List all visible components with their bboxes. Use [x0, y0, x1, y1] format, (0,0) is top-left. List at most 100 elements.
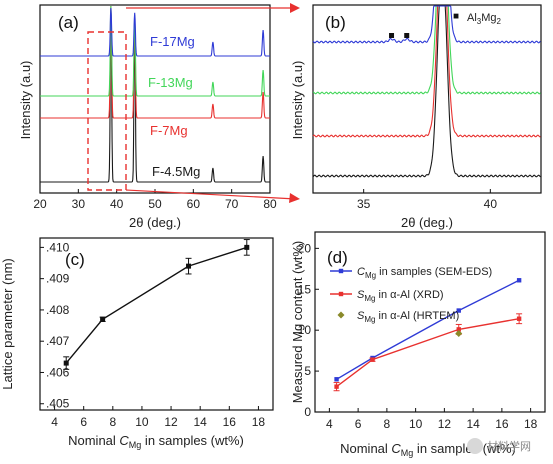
- panel-b-phase-marker: [389, 33, 395, 38]
- panel-d-point: [456, 327, 461, 332]
- panel-c-point: [63, 360, 69, 366]
- watermark: 材料学网: [467, 438, 531, 454]
- panel-a-curve-F-7Mg: [40, 5, 270, 119]
- panel-d-point: [516, 316, 522, 321]
- panel-c-x-tick-label: 10: [135, 415, 149, 429]
- panel-d-x-tick-label: 14: [466, 417, 480, 431]
- panel-a-x-tick-label: 40: [110, 197, 124, 211]
- panel-b-xlabel: 2θ (deg.): [401, 215, 453, 230]
- panel-b: (b) 35 40 2θ (deg.) Intensity (a.u) ■ Al3…: [290, 4, 542, 230]
- panel-d-legend-label: SMg in α-Al (HRTEM): [357, 310, 459, 324]
- panel-d-point: [516, 278, 522, 283]
- panel-d-x-tick-label: 16: [495, 417, 509, 431]
- panel-c-frame: [39, 237, 274, 411]
- panel-d-xlabel: Nominal CMg in samples (wt%): [340, 441, 516, 458]
- panel-d-ylabel: Measured Mg content (wt%): [290, 241, 305, 404]
- panel-a-curve-F-4.5Mg: [40, 9, 270, 183]
- panel-d-legend-marker: [338, 268, 344, 274]
- watermark-text: 材料学网: [487, 439, 531, 453]
- panel-d-point: [455, 329, 463, 337]
- panel-d-plot: [333, 278, 523, 392]
- panel-b-curves: [312, 5, 541, 178]
- panel-c-point: [186, 263, 192, 269]
- panel-d-x-tick-label: 18: [524, 417, 538, 431]
- panel-a-curves: [40, 5, 270, 183]
- panel-a-curve-F-13Mg: [40, 5, 270, 97]
- watermark-logo-icon: [467, 438, 483, 454]
- panel-c-plot: [63, 239, 250, 370]
- panel-b-curve: [312, 5, 541, 44]
- panel-a-x-tick-label: 20: [33, 197, 47, 211]
- panel-b-x-ticks: 35 40: [357, 189, 497, 211]
- panel-c-ticks: 4 6 8 10 12 14 16 18 .405 .406 .407 .408 .409 .410: [40, 240, 265, 429]
- panel-d-y-tick-label: 0: [304, 405, 311, 419]
- panel-d-x-tick-label: 8: [384, 417, 391, 431]
- panel-d-point: [334, 377, 339, 382]
- panel-a-series-label: F-17Mg: [150, 34, 195, 49]
- panel-a-x-tick-label: 30: [72, 197, 86, 211]
- panel-c-x-tick-label: 6: [80, 415, 87, 429]
- panel-d: (d) 4 6 8 10 12 14 16 18 0 5 10 15 20 CMg in samples…: [290, 231, 546, 458]
- panel-d-x-tick-label: 4: [326, 417, 333, 431]
- panel-d-y-tick-label: 15: [298, 282, 312, 296]
- zoom-arrowhead-bottom: [289, 193, 300, 203]
- panel-d-x-tick-label: 6: [355, 417, 362, 431]
- panel-a-x-tick-label: 60: [187, 197, 201, 211]
- panel-c-y-tick-label: .407: [46, 334, 70, 348]
- panel-d-y-tick-label: 10: [298, 323, 312, 337]
- panel-c-point: [100, 316, 106, 322]
- panel-c-y-tick-label: .406: [46, 365, 70, 379]
- zoom-box: [87, 31, 127, 191]
- panel-d-point: [370, 357, 375, 362]
- panel-d-legend-label: CMg in samples (SEM-EDS): [357, 266, 492, 280]
- panel-d-y-tick-label: 5: [304, 364, 311, 378]
- panel-a-series-labels: F-4.5Mg F-7Mg F-13Mg F-17Mg: [148, 34, 200, 179]
- panel-b-label: (b): [325, 13, 346, 32]
- panel-a-xlabel: 2θ (deg.): [129, 215, 181, 230]
- panel-c-xlabel: Nominal CMg in samples (wt%): [68, 433, 244, 450]
- panel-d-legend: CMg in samples (SEM-EDS) SMg in α-Al (XRD…: [330, 266, 492, 324]
- panel-c-y-tick-label: .409: [46, 272, 70, 286]
- panel-d-x-tick-label: 12: [438, 417, 452, 431]
- panel-b-legend-label: Al3Mg2: [467, 12, 502, 26]
- panel-b-x-tick-label: 35: [357, 197, 371, 211]
- panel-c-x-tick-label: 16: [223, 415, 237, 429]
- panel-b-curve: [312, 5, 541, 95]
- panel-a-series-label: F-4.5Mg: [152, 164, 200, 179]
- panel-d-point: [456, 308, 461, 313]
- panel-d-ticks: 4 6 8 10 12 14 16 18 0 5 10 15 20: [298, 241, 538, 431]
- panel-d-line: [336, 318, 520, 388]
- panel-a-x-ticks: 20 30 40 50 60 70 80: [33, 189, 277, 211]
- panel-c-ylabel: Lattice parameter (nm): [0, 258, 15, 390]
- panel-c-x-tick-label: 14: [194, 415, 208, 429]
- panel-c-y-tick-label: .408: [46, 303, 70, 317]
- zoom-arrows: [125, 3, 300, 203]
- panel-d-y-tick-label: 20: [298, 241, 312, 255]
- panel-c-x-tick-label: 18: [252, 415, 266, 429]
- panel-d-legend-label: SMg in α-Al (XRD): [357, 289, 444, 303]
- panel-a-x-tick-label: 70: [225, 197, 239, 211]
- panel-d-legend-marker: [338, 291, 344, 297]
- panel-c-line: [65, 246, 248, 364]
- panel-a: (a) F-4.5Mg F-7Mg F-13Mg F-17Mg 20 30 40 50 60 7…: [18, 4, 277, 230]
- panel-c-x-tick-label: 8: [109, 415, 116, 429]
- panel-b-x-tick-label: 40: [484, 197, 498, 211]
- panel-b-ylabel: Intensity (a.u): [290, 61, 305, 140]
- panel-d-line: [336, 279, 520, 380]
- panel-b-frame: [312, 4, 542, 194]
- panel-a-series-label: F-7Mg: [150, 123, 188, 138]
- panel-d-legend-marker: [337, 311, 345, 319]
- panel-a-label: (a): [58, 13, 79, 32]
- panel-c-x-tick-label: 12: [164, 415, 178, 429]
- panel-c-y-tick-label: .410: [46, 240, 70, 254]
- panel-b-curve: [312, 5, 541, 138]
- panel-d-label: (d): [327, 248, 348, 267]
- panel-d-point: [334, 384, 339, 389]
- zoom-arrow-bottom: [125, 189, 297, 200]
- panel-c: (c) 4 6 8 10 12 14 16 18 .405 .406 .407 .408 .409 .41…: [0, 237, 274, 450]
- panel-d-frame: [314, 231, 546, 413]
- panel-c-x-tick-label: 4: [51, 415, 58, 429]
- panel-d-x-tick-label: 10: [409, 417, 423, 431]
- panel-b-legend-marker: ■: [453, 11, 459, 22]
